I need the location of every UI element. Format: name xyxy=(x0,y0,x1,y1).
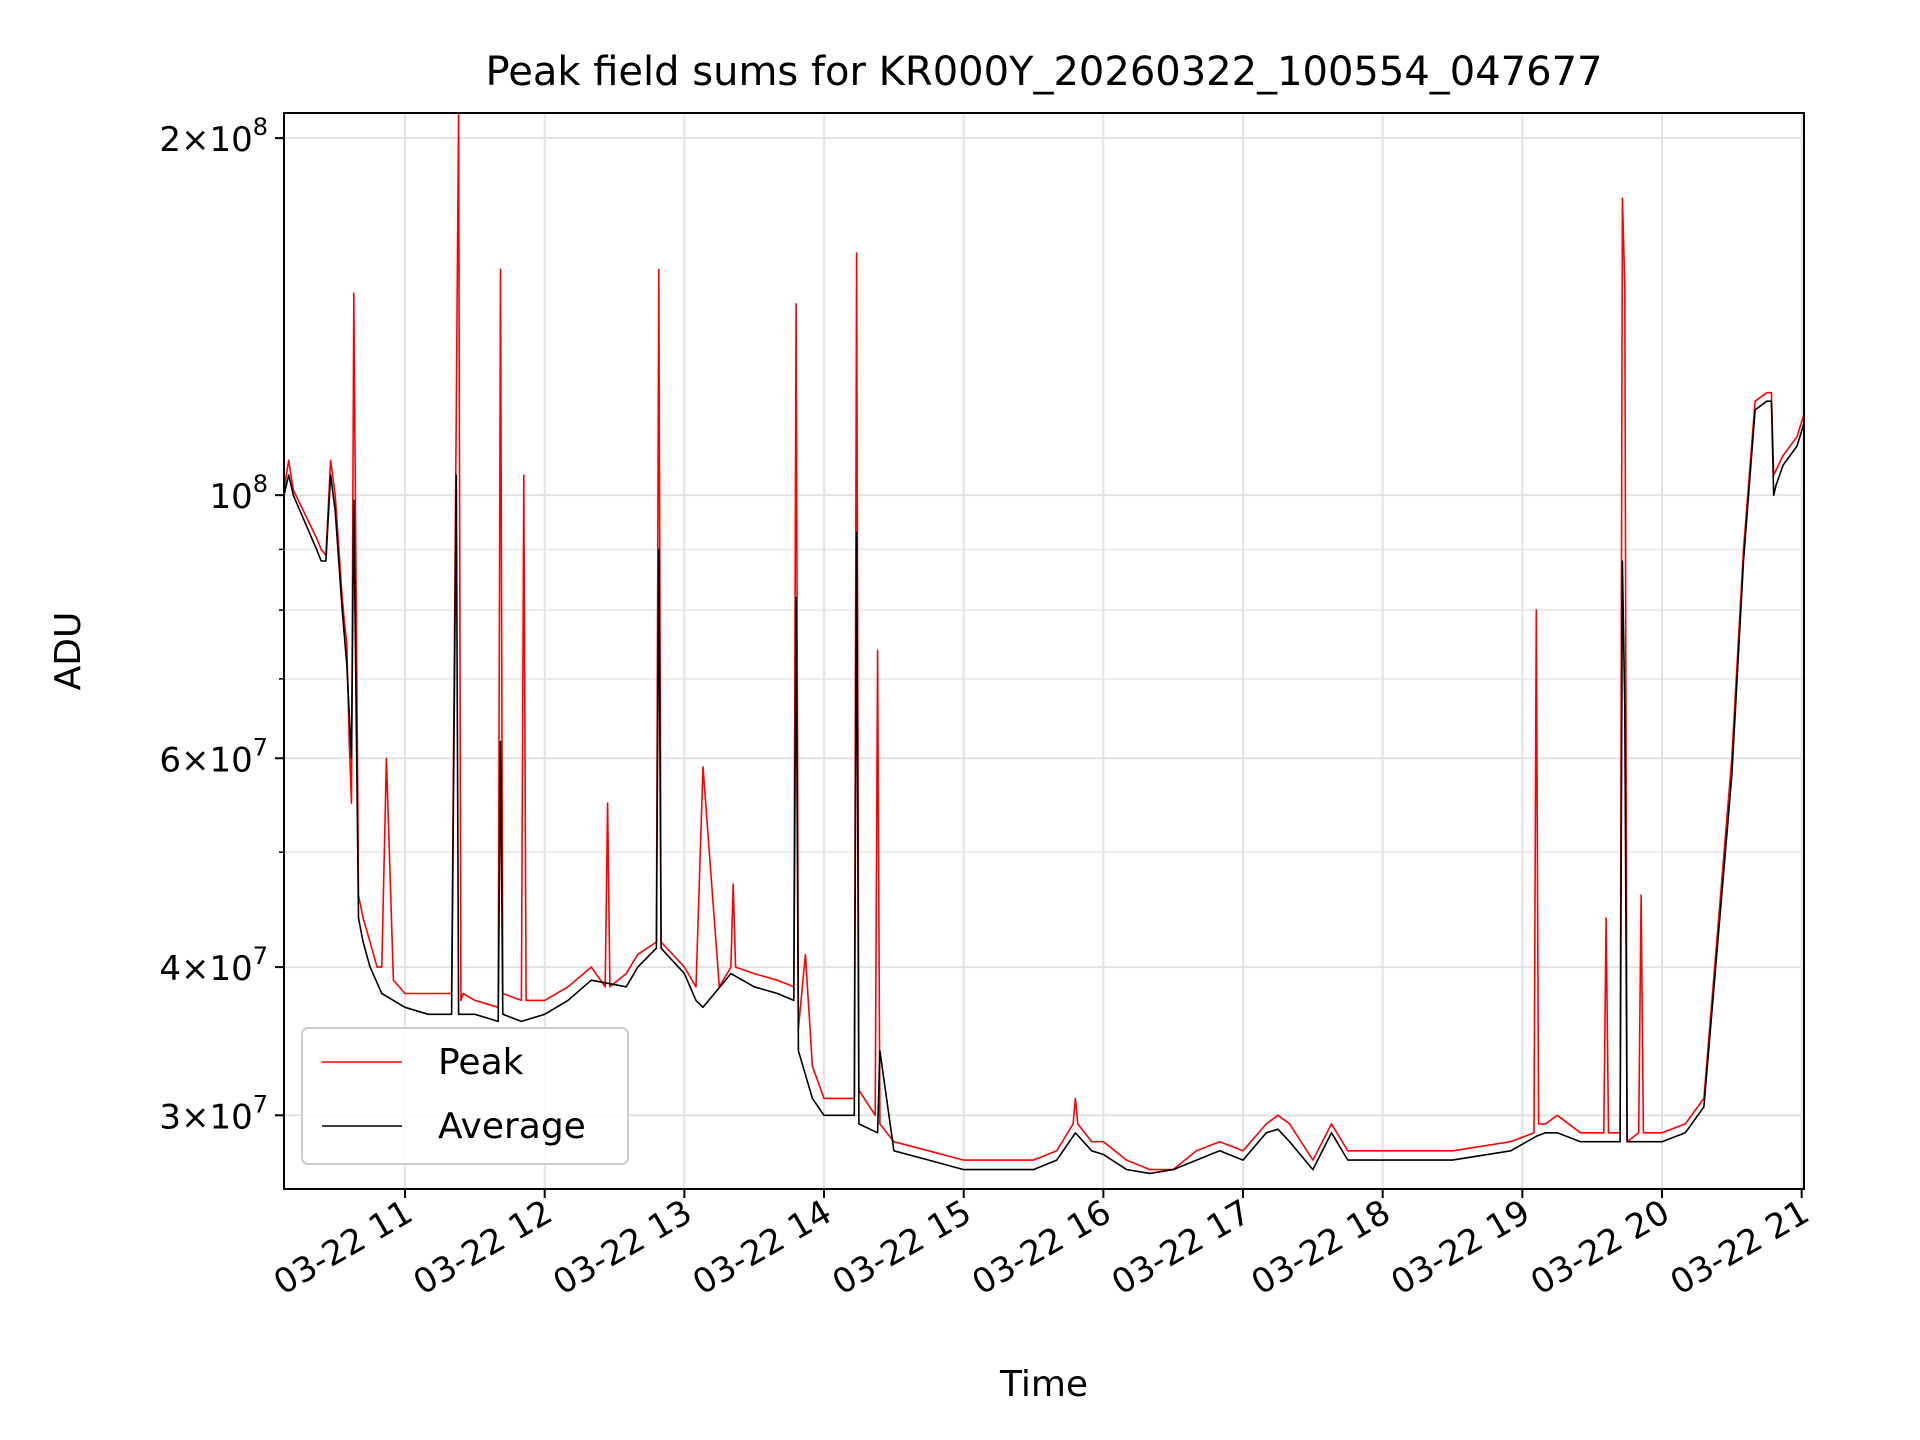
y-tick-label: 2×108 xyxy=(159,113,268,160)
y-axis: 3×107 4×107 6×107 108 2×108 xyxy=(159,113,284,1137)
y-axis-label: ADU xyxy=(48,612,89,691)
chart-title: Peak field sums for KR000Y_20260322_1005… xyxy=(486,49,1603,95)
y-tick-label: 4×107 xyxy=(159,942,268,989)
plot-frame xyxy=(283,112,1805,1190)
legend-label-average: Average xyxy=(438,1106,586,1147)
legend-label-peak: Peak xyxy=(438,1042,524,1083)
legend: Peak Average xyxy=(301,1027,629,1165)
series-line-average xyxy=(284,400,1804,1175)
x-axis-label: Time xyxy=(999,1364,1088,1405)
y-tick-label: 3×107 xyxy=(159,1090,268,1137)
y-tick-label: 108 xyxy=(209,470,268,517)
series-layer xyxy=(284,113,1804,1175)
grid xyxy=(284,113,1804,1189)
y-tick-label: 6×107 xyxy=(159,733,268,780)
